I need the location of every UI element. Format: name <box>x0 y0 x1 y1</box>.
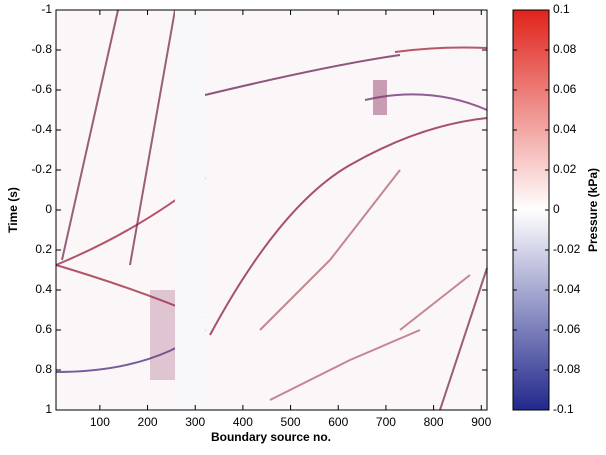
wavefield <box>55 9 488 411</box>
y-tick-label: 1 <box>45 402 52 416</box>
x-tick-label: 200 <box>138 415 158 429</box>
y-tick-label: -0.2 <box>31 162 52 176</box>
y-tick-label: -0.8 <box>31 42 52 56</box>
x-tick-label: 600 <box>328 415 348 429</box>
colorbar-tick-label: 0 <box>553 202 560 216</box>
y-axis-label: Time (s) <box>6 187 20 233</box>
y-tick-label: -0.4 <box>31 122 52 136</box>
colorbar-tick-label: -0.04 <box>553 282 581 296</box>
colorbar-tick-label: -0.02 <box>553 242 581 256</box>
y-tick-label: 0.2 <box>35 242 52 256</box>
colorbar-tick-label: 0.08 <box>553 42 577 56</box>
colorbar-tick-label: 0.02 <box>553 162 577 176</box>
colorbar <box>512 9 550 411</box>
x-tick-label: 100 <box>90 415 110 429</box>
x-tick-label: 300 <box>185 415 205 429</box>
x-tick-label: 500 <box>281 415 301 429</box>
plot-area <box>56 10 487 410</box>
colorbar-tick-label: -0.06 <box>553 322 581 336</box>
x-axis-label: Boundary source no. <box>211 430 331 444</box>
y-tick-label: -1 <box>41 2 52 16</box>
colorbar-tick-label: -0.1 <box>553 402 574 416</box>
colorbar-tick-label: -0.08 <box>553 362 581 376</box>
colorbar-tick-label: 0.06 <box>553 82 577 96</box>
x-tick-label: 800 <box>424 415 444 429</box>
y-tick-label: 0 <box>45 202 52 216</box>
y-tick-label: 0.6 <box>35 322 52 336</box>
colorbar-tick-label: 0.1 <box>553 2 570 16</box>
x-tick-label: 700 <box>376 415 396 429</box>
colorbar-label: Pressure (kPa) <box>586 168 600 252</box>
x-tick-label: 400 <box>233 415 253 429</box>
y-tick-label: 0.4 <box>35 282 52 296</box>
colorbar-tick-label: 0.04 <box>553 122 577 136</box>
y-tick-label: -0.6 <box>31 82 52 96</box>
y-tick-label: 0.8 <box>35 362 52 376</box>
x-tick-label: 900 <box>471 415 491 429</box>
